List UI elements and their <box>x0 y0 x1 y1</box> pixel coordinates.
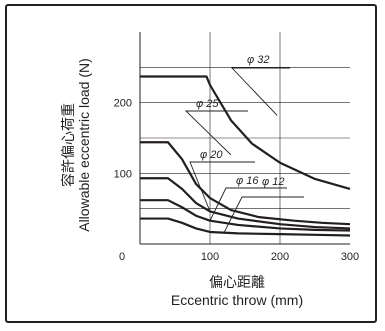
x-axis-label-jp: 偏心距離 <box>209 274 265 291</box>
x-tick-label: 300 <box>341 251 359 263</box>
series-labels: φ 32 φ 25 φ 20 φ 16 φ 12 <box>184 54 304 233</box>
y-tick-label: 200 <box>114 98 132 110</box>
x-tick-label: 100 <box>201 251 219 263</box>
series-line <box>140 199 351 232</box>
chart-frame <box>5 4 377 323</box>
series-line <box>140 75 351 190</box>
series-leader-line <box>209 187 287 221</box>
y-axis-label: Allowable eccentric load (N) <box>76 58 92 232</box>
series-label: φ 25 <box>196 98 219 110</box>
x-tick-label: 0 <box>119 251 125 263</box>
axes <box>139 32 350 245</box>
y-axis-label-jp: 容許偏心荷重 <box>60 103 77 187</box>
y-tick-label: 100 <box>114 168 132 180</box>
tick-labels: 0 100 200 300 100 200 <box>114 98 360 263</box>
series-line <box>140 141 351 226</box>
series-label: φ 32 <box>247 54 269 66</box>
series-label: φ 16 <box>236 175 259 187</box>
series-line <box>140 217 351 237</box>
series-label: φ 20 <box>200 149 223 161</box>
series-leader-line <box>189 161 255 212</box>
x-tick-label: 200 <box>271 251 289 263</box>
grid <box>140 32 350 244</box>
series-leader-line <box>184 110 248 156</box>
series-lines <box>140 75 351 237</box>
series-leader-line <box>223 196 304 233</box>
x-axis-label: Eccentric throw (mm) <box>171 292 303 308</box>
series-leader-line <box>230 67 290 116</box>
series-label: φ 12 <box>262 176 284 188</box>
